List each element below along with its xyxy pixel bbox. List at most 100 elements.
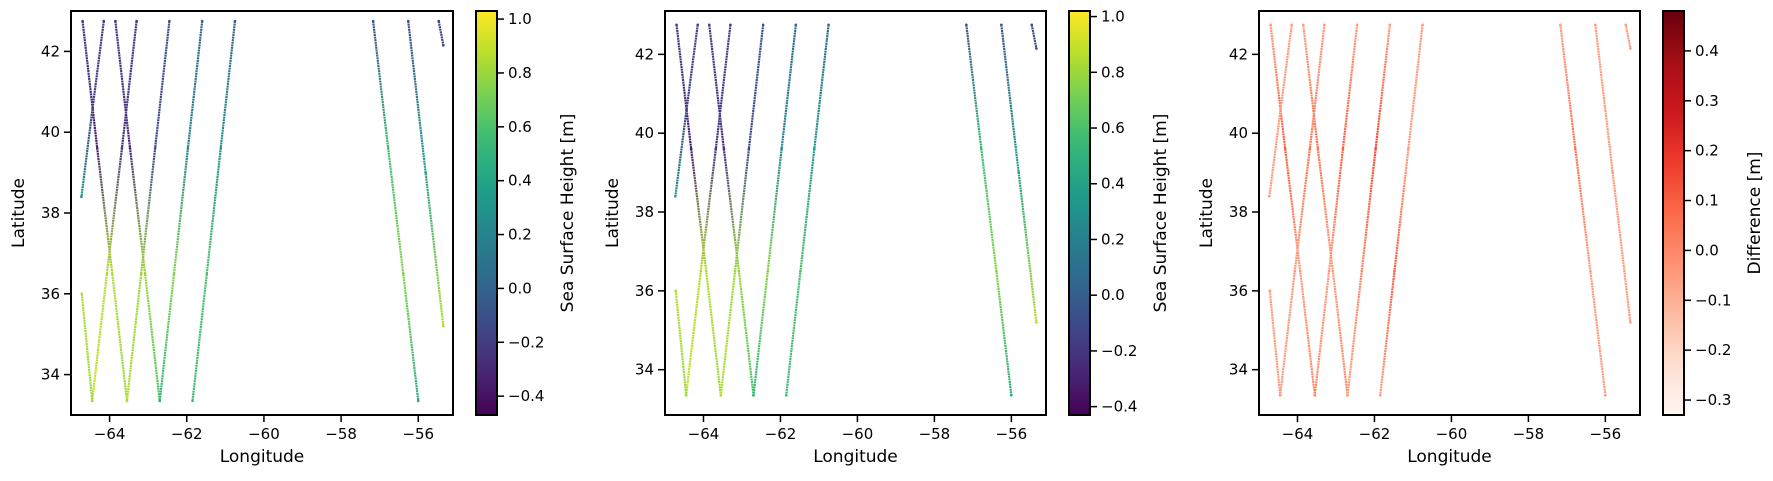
track: [674, 290, 688, 396]
track-point: [81, 19, 84, 23]
track-point: [1611, 171, 1614, 174]
track-point: [135, 19, 138, 23]
colorbar-tick-label: 0.3: [1695, 92, 1719, 110]
track: [1346, 24, 1391, 396]
track-point: [722, 147, 726, 151]
track: [1269, 24, 1316, 396]
colorbar-tick-label: 0.6: [1101, 119, 1125, 137]
track: [1624, 24, 1632, 49]
colorbar-tick-label: −0.3: [1695, 391, 1731, 409]
track-point: [386, 147, 390, 150]
track-point: [80, 195, 83, 199]
colorbar-tick-label: 0.0: [1101, 286, 1125, 304]
y-tick-label: 38: [1229, 203, 1248, 221]
y-tick-label: 34: [1229, 361, 1248, 379]
track-point: [102, 19, 106, 23]
axes-frame: [664, 10, 1047, 416]
track: [752, 24, 797, 396]
y-tick-label: 38: [41, 204, 60, 222]
track: [708, 24, 755, 396]
y-tick-label: 40: [635, 124, 654, 142]
track: [81, 20, 129, 401]
track: [785, 24, 830, 396]
track-point: [1574, 147, 1577, 151]
track: [191, 20, 237, 401]
track-point: [139, 272, 143, 275]
track: [965, 24, 1013, 396]
track-point: [684, 393, 688, 397]
track: [91, 20, 138, 401]
track-point: [1035, 321, 1038, 324]
y-axis-label: Latitude: [9, 178, 29, 248]
track: [158, 20, 204, 401]
track-point: [674, 289, 678, 293]
track: [1559, 24, 1607, 396]
track-point: [707, 23, 711, 27]
track-point: [114, 19, 117, 23]
colorbar-tick-label: 0.4: [1695, 42, 1719, 60]
track-point: [1323, 23, 1326, 27]
track-point: [1341, 147, 1345, 151]
track-point: [105, 272, 109, 275]
x-tick-label: −62: [171, 425, 203, 443]
x-tick-label: −64: [688, 425, 720, 443]
track: [1313, 24, 1359, 396]
y-tick-label: 36: [1229, 282, 1248, 300]
track-point: [1421, 23, 1424, 27]
colorbar-tick-label: 0.0: [508, 279, 532, 297]
y-axis-label: Latitude: [603, 178, 623, 248]
track-point: [1355, 23, 1359, 27]
track-point: [90, 399, 94, 403]
colorbar-label: Sea Surface Height [m]: [558, 114, 578, 313]
colorbar-tick-label: −0.2: [1695, 341, 1731, 359]
track-point: [1268, 194, 1271, 198]
track-point: [1378, 393, 1382, 397]
track-point: [1559, 23, 1562, 27]
track-point: [1030, 23, 1034, 27]
colorbar-tick-label: 0.8: [508, 64, 532, 82]
track-point: [784, 393, 788, 397]
track-point: [1360, 269, 1364, 273]
y-tick-label: 40: [1229, 124, 1248, 142]
track-point: [1313, 393, 1317, 397]
track-point: [733, 269, 737, 273]
track: [125, 20, 171, 401]
y-tick-label: 42: [1229, 45, 1248, 63]
track-point: [980, 147, 983, 151]
track-point: [371, 19, 375, 23]
track-point: [80, 292, 84, 296]
track-point: [780, 147, 783, 151]
y-tick-label: 34: [635, 361, 654, 379]
track-point: [191, 399, 194, 403]
track-point: [442, 44, 445, 47]
track-point: [1346, 393, 1349, 397]
track-point: [704, 269, 708, 273]
x-tick-label: −60: [842, 425, 874, 443]
colorbar: [1068, 10, 1091, 416]
plot-area: [674, 23, 1038, 397]
colorbar-tick-label: −0.1: [1695, 291, 1731, 309]
track: [1030, 24, 1038, 49]
track-point: [813, 147, 816, 151]
track-point: [1035, 47, 1038, 50]
y-tick-label: 36: [635, 282, 654, 300]
track: [1279, 24, 1326, 396]
track: [719, 24, 765, 396]
track-point: [1388, 23, 1392, 27]
plot-area: [80, 19, 445, 403]
track-point: [1629, 47, 1632, 50]
track-point: [799, 269, 802, 273]
track-point: [1000, 23, 1003, 27]
track-point: [1407, 147, 1410, 151]
colorbar-label: Difference [m]: [1745, 152, 1765, 275]
x-tick-label: −64: [1282, 425, 1314, 443]
track-point: [699, 269, 703, 273]
x-tick-label: −60: [248, 425, 280, 443]
track-point: [200, 19, 204, 23]
x-tick-label: −58: [919, 425, 951, 443]
track: [114, 20, 161, 401]
y-tick-label: 42: [635, 45, 654, 63]
track-point: [995, 269, 998, 273]
track-point: [125, 399, 129, 403]
track-point: [674, 194, 677, 198]
